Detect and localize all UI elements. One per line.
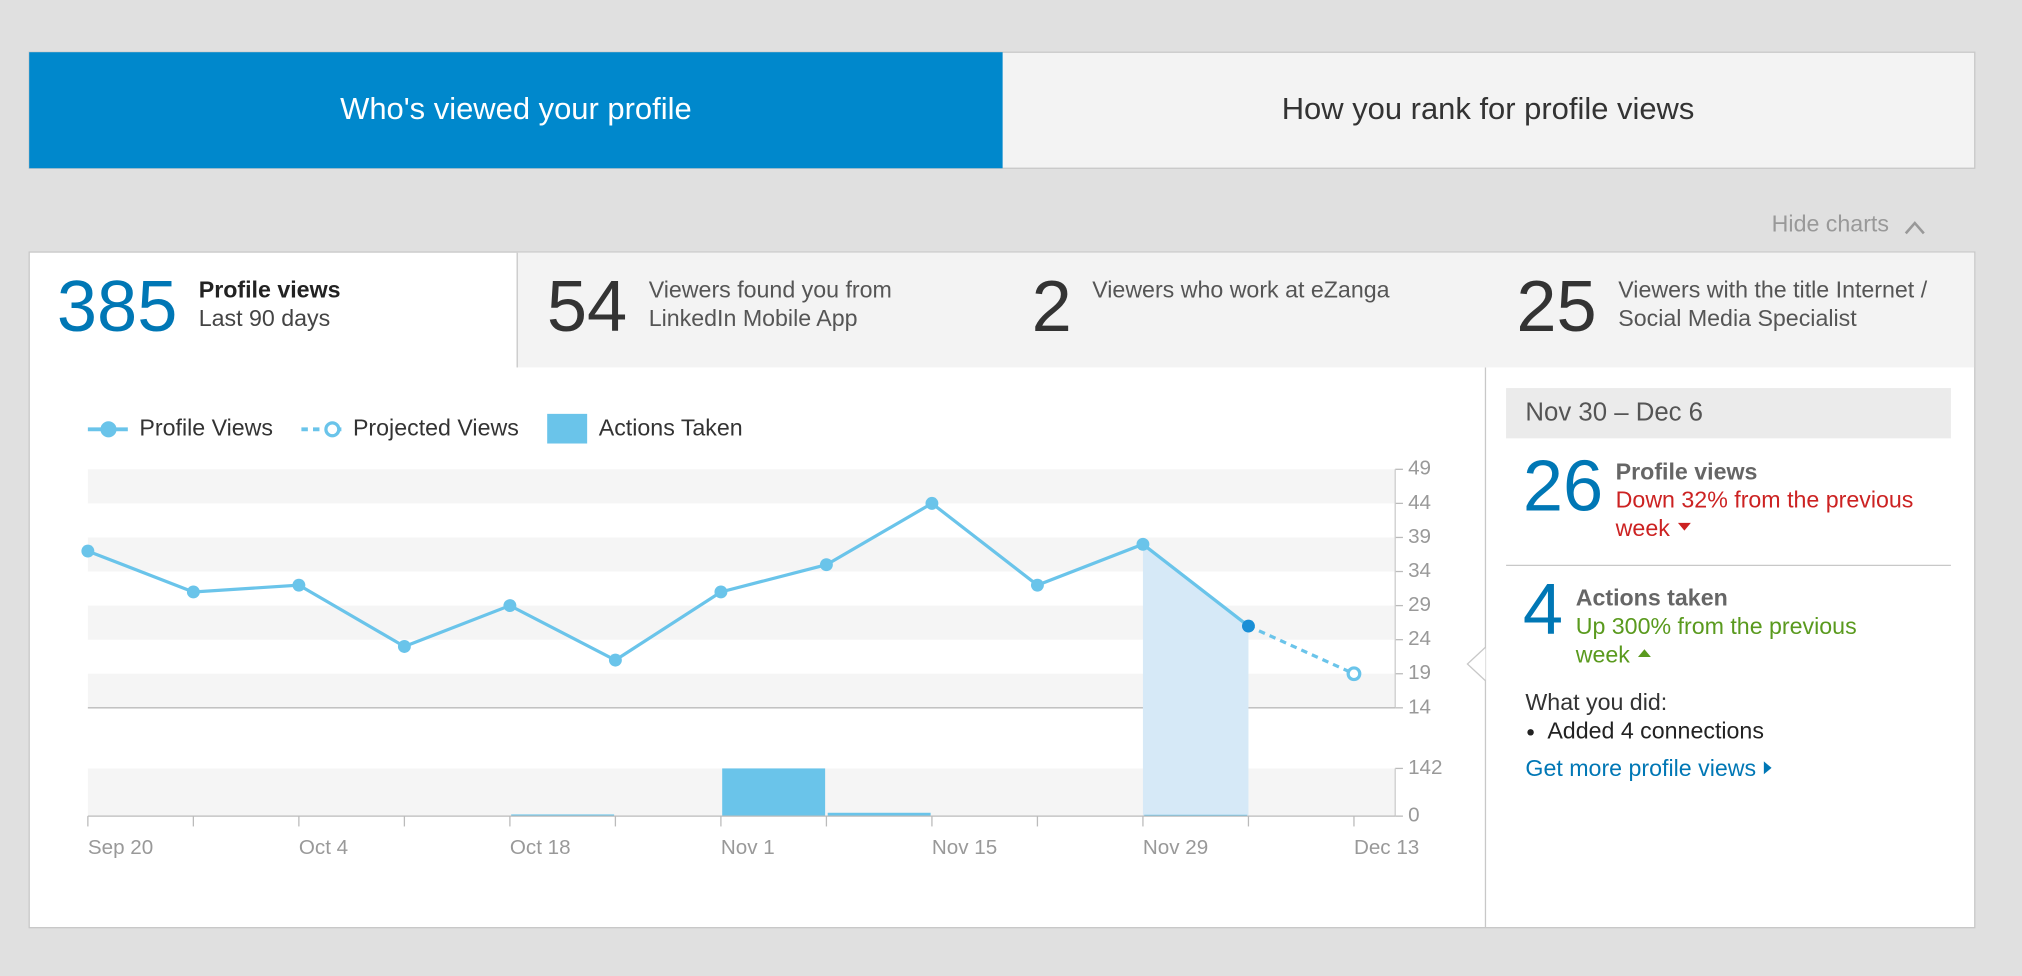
summary-change: Up 300% from the previous: [1576, 613, 1857, 639]
stat-number: 25: [1516, 267, 1596, 347]
legend-swatch: [324, 421, 341, 438]
legend-label: Actions Taken: [599, 414, 743, 440]
legend-swatch: [100, 421, 117, 438]
legend-label: Profile Views: [139, 414, 273, 440]
point: [1136, 537, 1150, 551]
y2-tick-label: 142: [1408, 756, 1442, 779]
summary-change: week: [1575, 641, 1631, 667]
y-tick-label: 44: [1408, 491, 1431, 514]
y-tick-label: 49: [1408, 457, 1431, 480]
point: [186, 585, 200, 599]
hide-charts[interactable]: Hide charts: [1772, 211, 1889, 237]
link-arrow[interactable]: [1763, 761, 1772, 775]
line: [87, 501, 1250, 662]
point: [1241, 619, 1255, 633]
selected-week: [1142, 544, 1249, 817]
stat-label: Viewers with the title Internet /: [1618, 277, 1927, 303]
down-arrow: [1677, 522, 1691, 531]
tab-label[interactable]: Who's viewed your profile: [340, 91, 692, 126]
y-tick-label: 14: [1408, 695, 1431, 718]
stat[interactable]: 54 Viewers found you from LinkedIn Mobil…: [547, 267, 892, 347]
stat-number: 2: [1032, 267, 1072, 347]
stat-number: 54: [547, 267, 627, 347]
bar: [511, 814, 615, 817]
point: [608, 653, 622, 667]
x-tick-label: Dec 13: [1354, 836, 1419, 859]
stats-bg: [517, 252, 1975, 368]
y-tick-label: 39: [1408, 525, 1431, 548]
line: [1247, 624, 1355, 676]
y2-tick-label: 0: [1408, 804, 1419, 827]
chevron[interactable]: [1904, 221, 1925, 235]
point: [397, 640, 411, 653]
x-tick-label: Sep 20: [88, 836, 153, 859]
tab-active[interactable]: [29, 52, 1003, 169]
stat-label: Profile views: [199, 277, 341, 303]
summary-label: Profile views: [1616, 458, 1758, 484]
link[interactable]: Get more profile views: [1525, 755, 1756, 781]
x-tick-label: Oct 4: [299, 836, 348, 859]
bar: [1144, 814, 1248, 817]
tab-label[interactable]: How you rank for profile views: [1282, 91, 1695, 126]
grid-band: [87, 537, 1396, 572]
point: [925, 496, 939, 510]
x-tick-label: Oct 18: [510, 836, 571, 859]
legend-swatch: [547, 413, 588, 444]
summary-number: 26: [1523, 446, 1603, 526]
stat-label: Social Media Specialist: [1618, 305, 1857, 331]
activity-item: Added 4 connections: [1547, 717, 1764, 743]
stat[interactable]: 2 Viewers who work at eZanga: [1032, 267, 1390, 347]
bar: [827, 812, 931, 817]
point: [1030, 578, 1044, 592]
y-tick-label: 24: [1408, 627, 1431, 650]
summary-number: 4: [1523, 570, 1563, 650]
point: [503, 599, 517, 613]
stat-label: Last 90 days: [199, 305, 330, 331]
point: [819, 558, 833, 572]
what-you-did: What you did:: [1525, 689, 1667, 715]
period-box: [1506, 388, 1951, 439]
stat-label: LinkedIn Mobile App: [649, 305, 858, 331]
bar: [722, 768, 826, 817]
point: [292, 578, 306, 592]
grid-band: [87, 469, 1396, 504]
x-tick-label: Nov 1: [721, 836, 775, 859]
y-tick-label: 29: [1408, 593, 1431, 616]
stat-label: Viewers found you from: [649, 277, 892, 303]
stat[interactable]: 25 Viewers with the title Internet / Soc…: [1516, 267, 1927, 347]
summary-label: Actions taken: [1576, 585, 1728, 611]
summary-change: week: [1615, 515, 1671, 541]
summary-change: Down 32% from the previous: [1616, 487, 1914, 513]
period: Nov 30 – Dec 6: [1525, 399, 1703, 427]
x-tick-label: Nov 29: [1143, 836, 1208, 859]
projected-point: [1346, 666, 1362, 682]
y-tick-label: 19: [1408, 661, 1431, 684]
point: [81, 544, 95, 558]
stat-label: Viewers who work at eZanga: [1092, 277, 1389, 303]
y-tick-label: 34: [1408, 559, 1431, 582]
legend-label: Projected Views: [353, 414, 519, 440]
x-tick-label: Nov 15: [932, 836, 997, 859]
up-arrow: [1637, 649, 1651, 657]
stat[interactable]: 385 Profile views Last 90 days: [57, 267, 341, 347]
panel-pointer: [1466, 646, 1486, 682]
bullet: [1527, 729, 1534, 736]
point: [714, 585, 728, 599]
chart: 14 19 24 29 34 39 44 49 0 142 Sep 20 Oct 4 Oct 18 Nov…: [81, 413, 1442, 859]
stat-number: 385: [57, 267, 177, 347]
